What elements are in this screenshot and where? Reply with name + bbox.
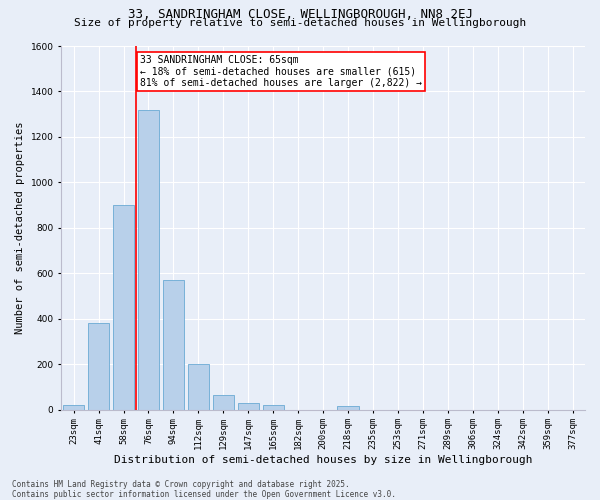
Bar: [238, 402, 259, 409]
Bar: [213, 395, 234, 409]
Bar: [163, 280, 184, 409]
Bar: [63, 405, 84, 409]
Bar: [113, 205, 134, 410]
Text: Contains HM Land Registry data © Crown copyright and database right 2025.
Contai: Contains HM Land Registry data © Crown c…: [12, 480, 396, 499]
Y-axis label: Number of semi-detached properties: Number of semi-detached properties: [15, 122, 25, 334]
Bar: [188, 364, 209, 410]
X-axis label: Distribution of semi-detached houses by size in Wellingborough: Distribution of semi-detached houses by …: [114, 455, 532, 465]
Text: 33, SANDRINGHAM CLOSE, WELLINGBOROUGH, NN8 2EJ: 33, SANDRINGHAM CLOSE, WELLINGBOROUGH, N…: [128, 8, 473, 20]
Text: 33 SANDRINGHAM CLOSE: 65sqm
← 18% of semi-detached houses are smaller (615)
81% : 33 SANDRINGHAM CLOSE: 65sqm ← 18% of sem…: [140, 55, 422, 88]
Bar: [88, 323, 109, 410]
Text: Size of property relative to semi-detached houses in Wellingborough: Size of property relative to semi-detach…: [74, 18, 526, 28]
Bar: [337, 406, 359, 409]
Bar: [263, 405, 284, 409]
Bar: [138, 110, 159, 410]
